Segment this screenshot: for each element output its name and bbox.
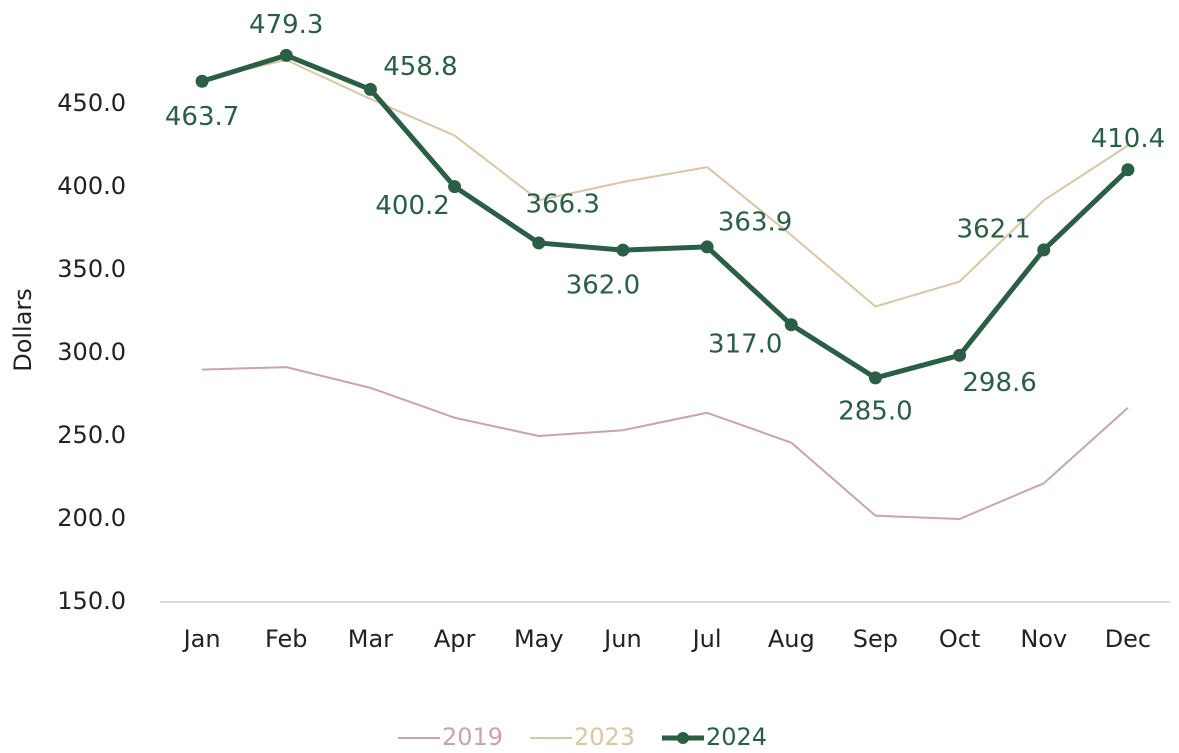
marker (1037, 243, 1051, 257)
marker (784, 318, 798, 332)
x-tick-label: Jul (691, 625, 722, 653)
x-tick-label: Mar (348, 625, 393, 653)
x-tick-label: Nov (1020, 625, 1067, 653)
series-line (201, 52, 1130, 381)
x-tick-label: Oct (939, 625, 981, 653)
marker (616, 243, 630, 257)
x-tick-label: Sep (853, 625, 898, 653)
x-tick-label: Apr (434, 625, 476, 653)
marker (868, 371, 882, 385)
data-label: 317.0 (708, 329, 782, 359)
y-tick-label: 350.0 (57, 255, 126, 283)
marker (953, 348, 967, 362)
data-label: 463.7 (165, 102, 239, 132)
x-tick-label: Aug (768, 625, 815, 653)
data-label: 285.0 (838, 396, 912, 426)
y-tick-label: 400.0 (57, 172, 126, 200)
data-label: 479.3 (249, 10, 323, 40)
marker (195, 74, 209, 88)
marker (1121, 163, 1135, 177)
legend-label: 2024 (706, 723, 767, 751)
marker (279, 48, 293, 62)
y-tick-label: 450.0 (57, 89, 126, 117)
legend-label: 2023 (574, 723, 635, 751)
data-label: 298.6 (962, 368, 1036, 398)
data-label: 410.4 (1091, 124, 1165, 154)
x-tick-label: May (514, 625, 564, 653)
y-tick-label: 200.0 (57, 504, 126, 532)
legend-marker (677, 732, 689, 744)
data-label: 400.2 (375, 191, 449, 221)
data-label: 362.0 (566, 271, 640, 301)
y-tick-label: 150.0 (57, 587, 126, 615)
marker (363, 82, 377, 96)
series-line (201, 59, 1129, 308)
x-tick-label: Feb (265, 625, 308, 653)
marker (448, 180, 462, 194)
legend-label: 2019 (442, 723, 503, 751)
y-tick-label: 250.0 (57, 421, 126, 449)
data-label: 362.1 (957, 214, 1031, 244)
marker (700, 240, 714, 254)
series-line (202, 366, 1129, 520)
x-tick-label: Jun (602, 625, 642, 653)
y-tick-label: 300.0 (57, 338, 126, 366)
data-label: 363.9 (718, 207, 792, 237)
x-tick-label: Jan (182, 625, 221, 653)
y-axis-label: Dollars (9, 288, 37, 372)
data-label: 366.3 (526, 189, 600, 219)
data-label: 458.8 (383, 52, 457, 82)
marker (532, 236, 546, 250)
x-tick-label: Dec (1105, 625, 1151, 653)
